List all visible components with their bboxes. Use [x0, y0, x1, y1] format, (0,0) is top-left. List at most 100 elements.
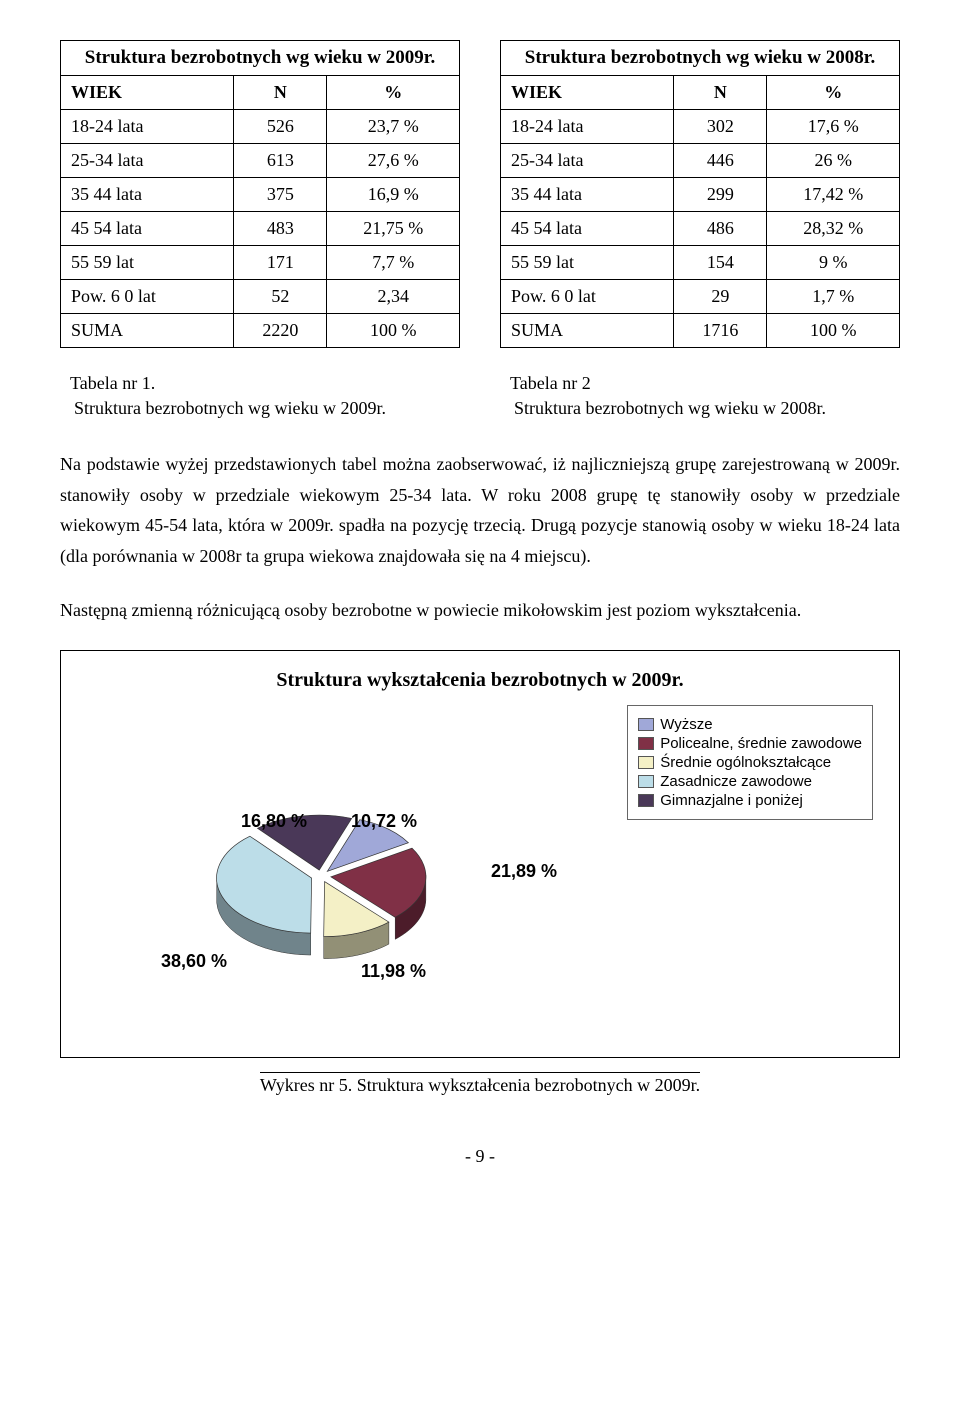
legend-item: Wyższe [638, 716, 862, 733]
legend-item: Średnie ogólnokształcące [638, 754, 862, 771]
table-cell: 375 [234, 178, 327, 212]
table-cell: 35 44 lata [501, 178, 674, 212]
table-cell: 483 [234, 212, 327, 246]
page-number: - 9 - [60, 1146, 900, 1167]
table-row: Pow. 6 0 lat522,34 [61, 280, 460, 314]
table-cell: 302 [674, 110, 767, 144]
table-cell: 16,9 % [327, 178, 460, 212]
table-captions-row: Tabela nr 1. Struktura bezrobotnych wg w… [60, 373, 900, 419]
caption-left: Tabela nr 1. Struktura bezrobotnych wg w… [60, 373, 460, 419]
table-cell: 299 [674, 178, 767, 212]
table-cell: 21,75 % [327, 212, 460, 246]
table-cell: 26 % [767, 144, 900, 178]
table-row: 45 54 lata48321,75 % [61, 212, 460, 246]
table-cell: 28,32 % [767, 212, 900, 246]
col-pct: % [767, 76, 900, 110]
table2-desc: Struktura bezrobotnych wg wieku w 2008r. [514, 398, 900, 419]
table-cell: 17,6 % [767, 110, 900, 144]
legend-label: Średnie ogólnokształcące [660, 754, 831, 771]
table-header-row: WIEK N % [61, 76, 460, 110]
label-zasadnicze: 38,60 % [161, 951, 227, 972]
legend-label: Policealne, średnie zawodowe [660, 735, 862, 752]
table-cell: 154 [674, 246, 767, 280]
legend-item: Policealne, średnie zawodowe [638, 735, 862, 752]
table-2008-title: Struktura bezrobotnych wg wieku w 2008r. [500, 40, 900, 75]
table-header-row: WIEK N % [501, 76, 900, 110]
table-cell: 613 [234, 144, 327, 178]
col-n: N [234, 76, 327, 110]
legend-item: Gimnazjalne i poniżej [638, 792, 862, 809]
table-cell: 55 59 lat [61, 246, 234, 280]
table2-number: Tabela nr 2 [510, 373, 900, 394]
table-row: SUMA1716100 % [501, 314, 900, 348]
table-cell: 25-34 lata [501, 144, 674, 178]
table-row: 35 44 lata29917,42 % [501, 178, 900, 212]
chart-caption: Wykres nr 5. Struktura wykształcenia bez… [260, 1072, 700, 1096]
table-cell: SUMA [61, 314, 234, 348]
label-srednie-og: 11,98 % [361, 961, 426, 982]
label-gimnazjalne: 16,80 % [241, 811, 307, 832]
table-cell: 171 [234, 246, 327, 280]
table-cell: 35 44 lata [61, 178, 234, 212]
table-cell: SUMA [501, 314, 674, 348]
table-row: 35 44 lata37516,9 % [61, 178, 460, 212]
table-row: 18-24 lata52623,7 % [61, 110, 460, 144]
col-pct: % [327, 76, 460, 110]
table-cell: 7,7 % [327, 246, 460, 280]
table-cell: 446 [674, 144, 767, 178]
legend-label: Gimnazjalne i poniżej [660, 792, 803, 809]
tables-row: Struktura bezrobotnych wg wieku w 2009r.… [60, 40, 900, 348]
paragraph-1: Na podstawie wyżej przedstawionych tabel… [60, 449, 900, 571]
table1-desc: Struktura bezrobotnych wg wieku w 2009r. [74, 398, 460, 419]
table-cell: 526 [234, 110, 327, 144]
table-cell: 100 % [327, 314, 460, 348]
table-cell: 1,7 % [767, 280, 900, 314]
chart-caption-wrap: Wykres nr 5. Struktura wykształcenia bez… [60, 1066, 900, 1096]
table-cell: 52 [234, 280, 327, 314]
table-row: 18-24 lata30217,6 % [501, 110, 900, 144]
table-2008: Struktura bezrobotnych wg wieku w 2008r.… [500, 40, 900, 348]
table-cell: 55 59 lat [501, 246, 674, 280]
legend-swatch [638, 756, 654, 769]
legend-label: Zasadnicze zawodowe [660, 773, 812, 790]
table-row: SUMA2220100 % [61, 314, 460, 348]
table-cell: 486 [674, 212, 767, 246]
table-cell: 45 54 lata [501, 212, 674, 246]
label-wyzsze: 10,72 % [351, 811, 417, 832]
paragraph-2: Następną zmienną różnicującą osoby bezro… [60, 595, 900, 626]
table-row: 55 59 lat1717,7 % [61, 246, 460, 280]
chart-legend: Wyższe Policealne, średnie zawodowe Średni… [627, 705, 873, 820]
table-cell: 1716 [674, 314, 767, 348]
table-cell: 45 54 lata [61, 212, 234, 246]
table-cell: 25-34 lata [61, 144, 234, 178]
table1-number: Tabela nr 1. [70, 373, 460, 394]
table-cell: 18-24 lata [501, 110, 674, 144]
table-cell: 17,42 % [767, 178, 900, 212]
table-2009: Struktura bezrobotnych wg wieku w 2009r.… [60, 40, 460, 348]
table-2009-title: Struktura bezrobotnych wg wieku w 2009r. [60, 40, 460, 75]
table-cell: 23,7 % [327, 110, 460, 144]
caption-right: Tabela nr 2 Struktura bezrobotnych wg wi… [500, 373, 900, 419]
table-cell: Pow. 6 0 lat [501, 280, 674, 314]
legend-swatch [638, 794, 654, 807]
table-row: 55 59 lat1549 % [501, 246, 900, 280]
table-cell: 29 [674, 280, 767, 314]
education-chart-box: Struktura wykształcenia bezrobotnych w 2… [60, 650, 900, 1058]
table-cell: 27,6 % [327, 144, 460, 178]
table-cell: 9 % [767, 246, 900, 280]
table-cell: 2,34 [327, 280, 460, 314]
table-row: 25-34 lata61327,6 % [61, 144, 460, 178]
legend-swatch [638, 737, 654, 750]
legend-item: Zasadnicze zawodowe [638, 773, 862, 790]
label-policealne: 21,89 % [491, 861, 557, 882]
legend-swatch [638, 775, 654, 788]
table-row: 45 54 lata48628,32 % [501, 212, 900, 246]
table-cell: 100 % [767, 314, 900, 348]
table-row: 25-34 lata44626 % [501, 144, 900, 178]
legend-label: Wyższe [660, 716, 712, 733]
chart-title: Struktura wykształcenia bezrobotnych w 2… [81, 669, 879, 692]
col-wiek: WIEK [61, 76, 234, 110]
table-cell: Pow. 6 0 lat [61, 280, 234, 314]
legend-swatch [638, 718, 654, 731]
table-cell: 2220 [234, 314, 327, 348]
